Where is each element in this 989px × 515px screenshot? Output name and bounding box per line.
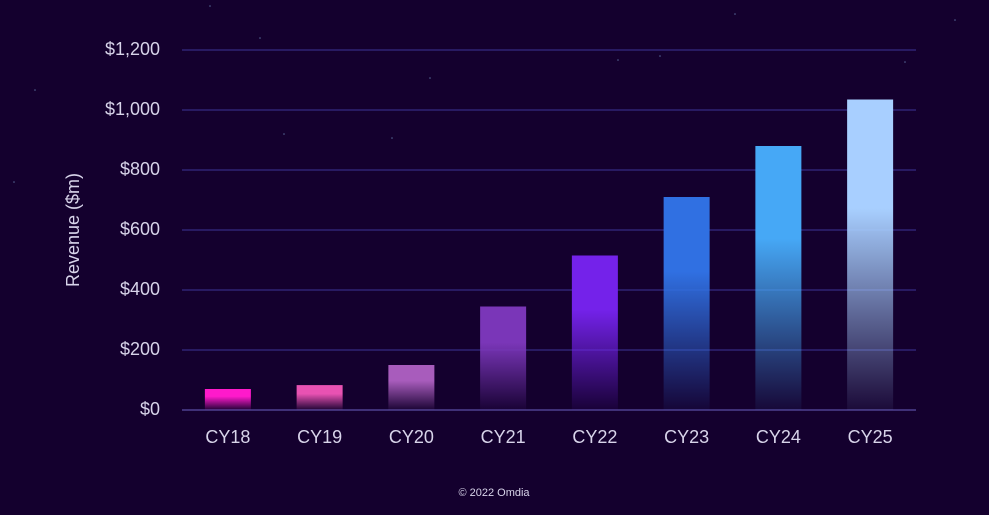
y-tick-label: $200 bbox=[120, 339, 160, 359]
x-tick-label: CY20 bbox=[389, 427, 434, 447]
y-tick-label: $400 bbox=[120, 279, 160, 299]
x-tick-label: CY24 bbox=[756, 427, 801, 447]
x-tick-label: CY21 bbox=[481, 427, 526, 447]
x-tick-label: CY18 bbox=[205, 427, 250, 447]
bar bbox=[296, 385, 343, 410]
y-tick-label: $800 bbox=[120, 159, 160, 179]
bar bbox=[663, 197, 710, 410]
y-tick-label: $600 bbox=[120, 219, 160, 239]
y-tick-label: $1,200 bbox=[105, 39, 160, 59]
y-axis-label: Revenue ($m) bbox=[63, 173, 83, 287]
x-tick-label: CY19 bbox=[297, 427, 342, 447]
bar bbox=[388, 365, 435, 410]
bar bbox=[480, 306, 527, 410]
x-tick-label: CY23 bbox=[664, 427, 709, 447]
bar bbox=[847, 99, 894, 410]
source: © 2022 Omdia bbox=[458, 487, 530, 499]
x-tick-label: CY22 bbox=[572, 427, 617, 447]
bar bbox=[204, 389, 251, 410]
bar bbox=[571, 255, 618, 410]
y-tick-label: $0 bbox=[140, 399, 160, 419]
x-tick-label: CY25 bbox=[848, 427, 893, 447]
stars bbox=[13, 5, 956, 183]
y-tick-label: $1,000 bbox=[105, 99, 160, 119]
bar bbox=[755, 146, 802, 410]
